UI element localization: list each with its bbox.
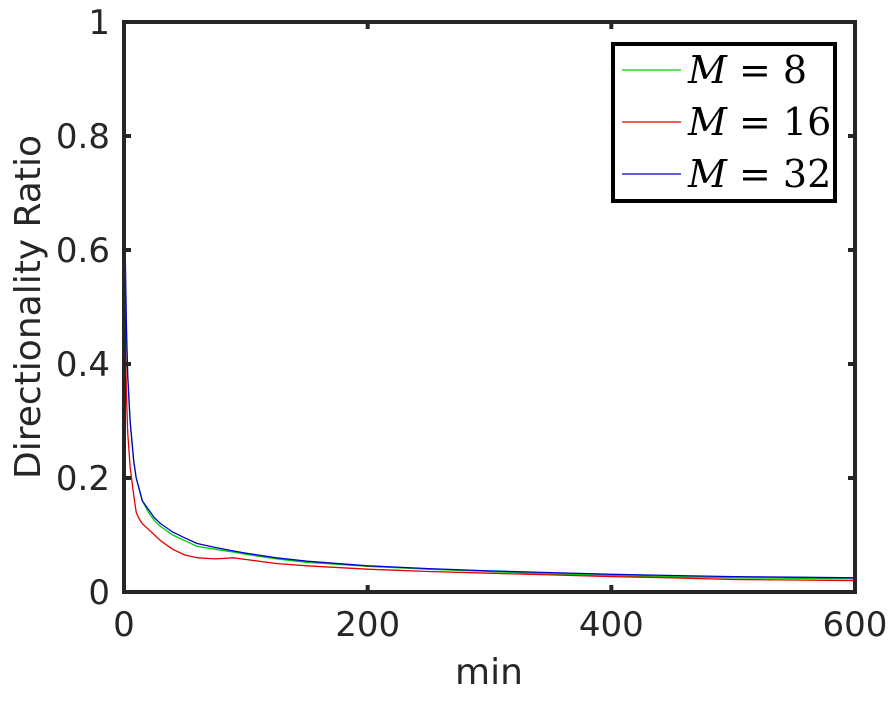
series-layer [123, 21, 856, 582]
y-tick-label: 0.4 [56, 345, 110, 385]
legend-label-3: M = 32 [687, 152, 831, 196]
x-tick-label: 0 [113, 605, 135, 645]
y-tick-label: 0.2 [56, 459, 110, 499]
legend-items: M = 8 M = 16 M = 32 [622, 48, 831, 196]
legend-label-1: M = 8 [687, 48, 807, 92]
series-line-2 [123, 21, 856, 582]
tick-labels-layer: 0 200 400 600 0 0.2 0.4 0.6 0.8 1 [56, 3, 888, 645]
x-tick-label: 400 [579, 605, 644, 645]
series-line-3 [123, 21, 856, 579]
y-tick-label: 0 [88, 573, 110, 613]
legend-label-2: M = 16 [687, 100, 831, 144]
y-tick-label: 1 [88, 3, 110, 43]
x-tick-label: 600 [823, 605, 888, 645]
x-tick-label: 200 [335, 605, 400, 645]
legend: M = 8 M = 16 M = 32 [611, 42, 837, 203]
y-tick-label: 0.6 [56, 231, 110, 271]
plot-frame [122, 20, 857, 594]
y-axis-label: Directionality Ratio [8, 135, 49, 479]
x-axis-label: min [455, 652, 523, 693]
y-tick-label: 0.8 [56, 117, 110, 157]
